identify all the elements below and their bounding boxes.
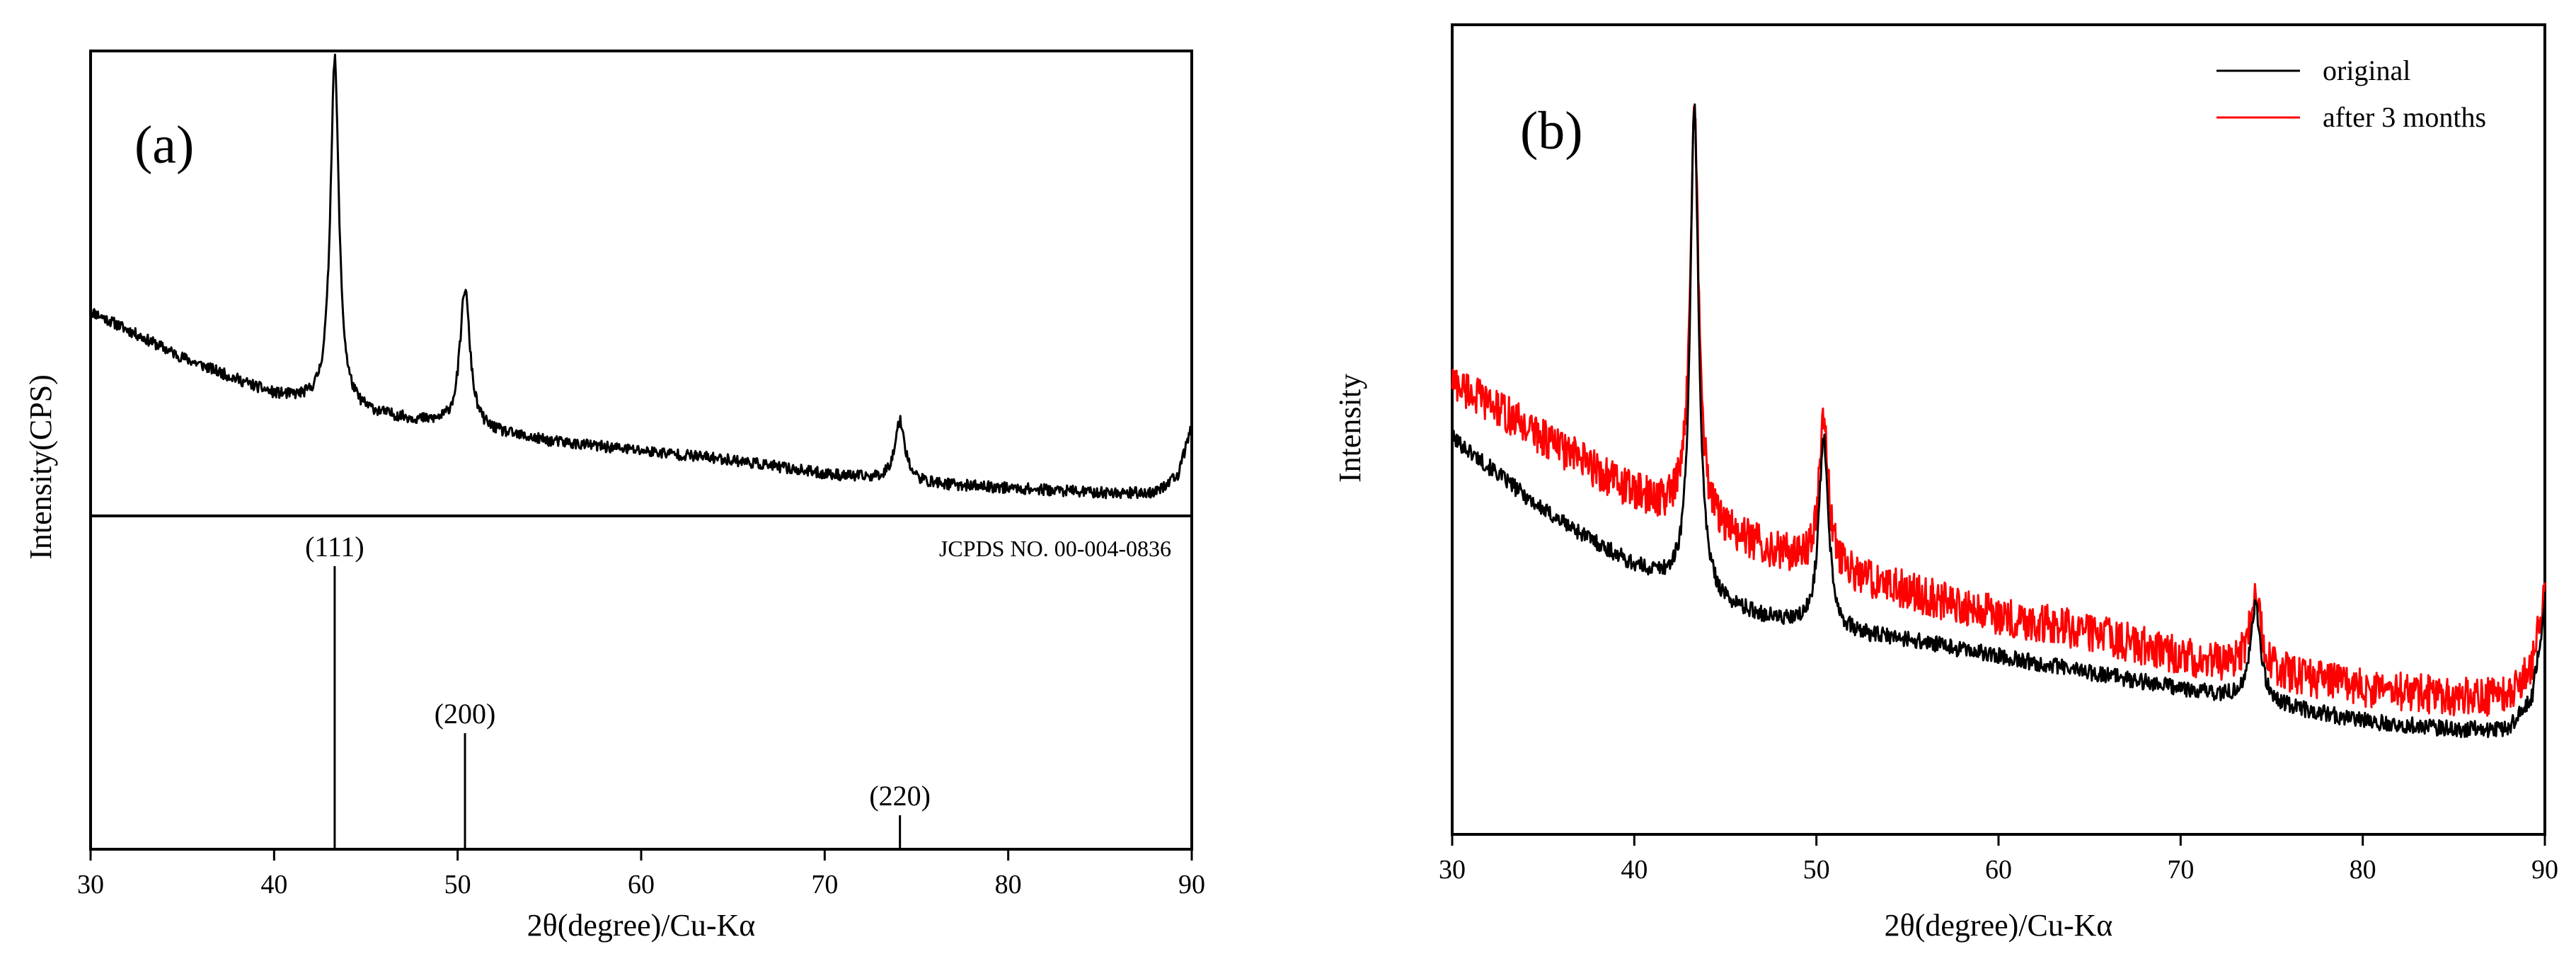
- panel-a-x-tick-label-30: 30: [77, 870, 104, 899]
- panel-a-y-axis-title: Intensity(CPS): [23, 374, 58, 560]
- panel-b-legend: original after 3 months: [2216, 54, 2486, 133]
- panel-a-x-tick-label-40: 40: [260, 870, 287, 899]
- panel-b-label: (b): [1520, 101, 1583, 161]
- panel-a-top-frame: [89, 50, 1193, 517]
- panel-b-y-axis-title: Intensity: [1333, 374, 1367, 483]
- legend-label-after-3-months: after 3 months: [2323, 101, 2486, 133]
- panel-a-x-tick-label-50: 50: [444, 870, 471, 899]
- reference-label-220: (220): [869, 780, 931, 812]
- reference-label-111: (111): [305, 531, 364, 563]
- panel-b-x-axis-title: 2θ(degree)/Cu-Kα: [1885, 908, 2113, 943]
- panel-a-x-tick-label-80: 80: [995, 870, 1022, 899]
- panel-b-x-tick-label-40: 40: [1621, 855, 1648, 885]
- panel-b-series-original: [1451, 103, 2546, 738]
- panel-b-x-tick-label-90: 90: [2531, 855, 2558, 885]
- reference-label-200: (200): [435, 698, 496, 730]
- panel-b-frame: [1451, 23, 2546, 836]
- panel-a-x-tick-label-90: 90: [1178, 870, 1205, 899]
- panel-b-x-tick-label-50: 50: [1803, 855, 1830, 885]
- panel-a-series-sample: [90, 53, 1193, 500]
- panel-b-x-tick-label-80: 80: [2350, 855, 2376, 885]
- panel-b-series-after-3-months: [1451, 105, 2546, 717]
- panel-b-x-tick-label-60: 60: [1985, 855, 2012, 885]
- legend-label-original: original: [2323, 54, 2410, 86]
- panel-a-bottom-frame: [89, 514, 1193, 851]
- panel-a: (a) JCPDS NO. 00-004-0836 Intensity(CPS)…: [23, 50, 1205, 943]
- panel-b: (b) Intensity 2θ(degree)/Cu-Kα 30 40 50 60 7…: [1333, 23, 2558, 943]
- panel-a-label: (a): [134, 115, 194, 175]
- panel-a-x-axis-title: 2θ(degree)/Cu-Kα: [527, 908, 756, 943]
- panel-a-reference-label: JCPDS NO. 00-004-0836: [939, 536, 1171, 561]
- panel-b-x-tick-label-70: 70: [2167, 855, 2194, 885]
- panel-a-x-tick-label-60: 60: [628, 870, 655, 899]
- panel-a-x-tick-label-70: 70: [811, 870, 838, 899]
- panel-b-x-tick-label-30: 30: [1439, 855, 1466, 885]
